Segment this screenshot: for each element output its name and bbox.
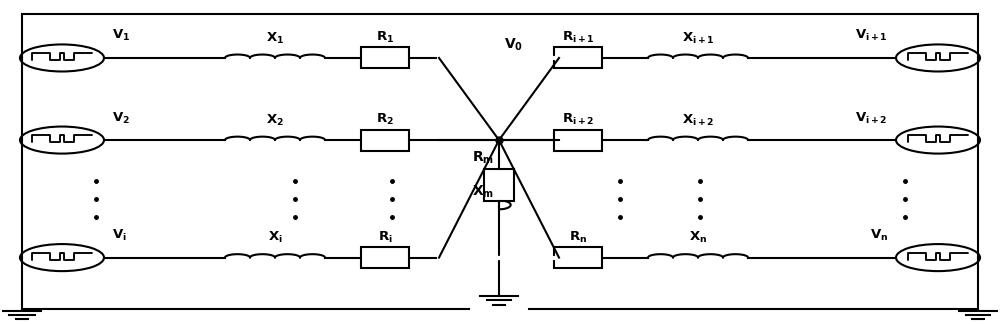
Text: $\mathbf{X_1}$: $\mathbf{X_1}$ (266, 31, 284, 46)
Text: $\mathbf{R_2}$: $\mathbf{R_2}$ (376, 112, 394, 127)
Text: $\mathbf{R_m}$: $\mathbf{R_m}$ (472, 149, 494, 166)
Text: $\mathbf{X_2}$: $\mathbf{X_2}$ (266, 113, 284, 128)
Text: $\mathbf{R_{i+1}}$: $\mathbf{R_{i+1}}$ (562, 30, 594, 45)
Text: $\mathbf{X_m}$: $\mathbf{X_m}$ (472, 184, 494, 200)
Bar (361, 130, 409, 151)
Bar (361, 247, 409, 268)
Text: $\mathbf{R_1}$: $\mathbf{R_1}$ (376, 30, 394, 45)
Text: $\mathbf{X_n}$: $\mathbf{X_n}$ (689, 230, 707, 245)
Text: $\mathbf{V_{i+1}}$: $\mathbf{V_{i+1}}$ (855, 28, 888, 43)
Text: $\mathbf{R_n}$: $\mathbf{R_n}$ (569, 230, 587, 245)
Text: $\mathbf{X_{i+2}}$: $\mathbf{X_{i+2}}$ (682, 113, 714, 128)
Text: $\mathbf{V_n}$: $\mathbf{V_n}$ (870, 228, 888, 243)
Text: $\mathbf{R_{i+2}}$: $\mathbf{R_{i+2}}$ (562, 112, 594, 127)
Text: $\mathbf{V_0}$: $\mathbf{V_0}$ (504, 37, 523, 53)
Bar (484, 169, 514, 201)
Text: $\mathbf{V_2}$: $\mathbf{V_2}$ (112, 110, 130, 126)
Text: $\mathbf{V_1}$: $\mathbf{V_1}$ (112, 28, 130, 43)
Text: $\mathbf{V_{i+2}}$: $\mathbf{V_{i+2}}$ (855, 110, 888, 126)
Text: $\mathbf{V_i}$: $\mathbf{V_i}$ (112, 228, 127, 243)
Bar (554, 48, 602, 69)
Text: $\mathbf{X_i}$: $\mathbf{X_i}$ (268, 230, 282, 245)
Text: $\mathbf{X_{i+1}}$: $\mathbf{X_{i+1}}$ (682, 31, 714, 46)
Text: $\mathbf{R_i}$: $\mathbf{R_i}$ (378, 230, 392, 245)
Bar (554, 130, 602, 151)
Bar (554, 247, 602, 268)
Bar (361, 48, 409, 69)
